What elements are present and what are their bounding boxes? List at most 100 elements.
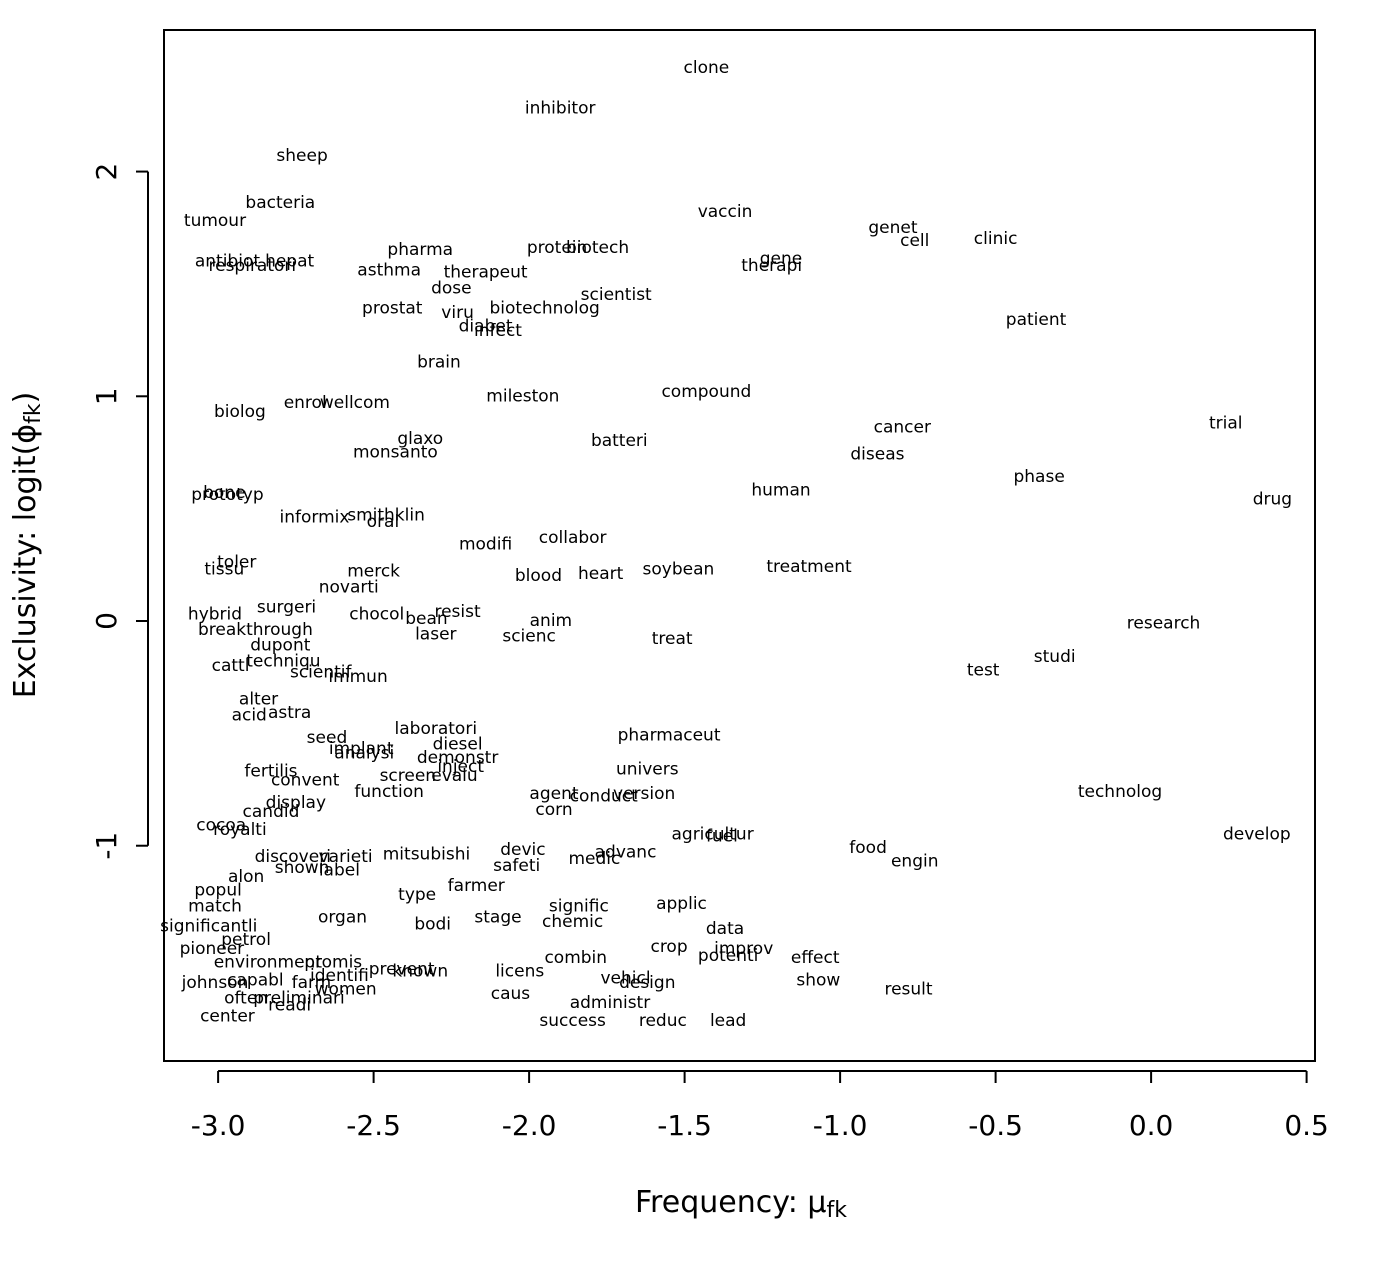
word-point: label bbox=[319, 860, 360, 880]
x-tick-label: 0.0 bbox=[1129, 1109, 1174, 1142]
word-point: stage bbox=[474, 908, 521, 928]
word-point: collabor bbox=[539, 528, 607, 548]
word-point: administr bbox=[570, 993, 651, 1013]
y-tick-label: 1 bbox=[90, 387, 123, 405]
word-point: fertilis bbox=[244, 762, 297, 782]
word-point: center bbox=[200, 1007, 255, 1027]
word-point: cattl bbox=[212, 656, 250, 676]
word-point: treat bbox=[652, 629, 693, 649]
word-point: engin bbox=[891, 851, 939, 871]
word-point: royalti bbox=[213, 820, 267, 840]
word-point: acid bbox=[232, 705, 267, 725]
word-point: often bbox=[224, 989, 268, 1009]
word-point: therapeut bbox=[444, 263, 528, 283]
word-point: caus bbox=[491, 984, 531, 1004]
word-point: implant bbox=[329, 739, 394, 759]
word-point: organ bbox=[318, 908, 367, 928]
word-point: develop bbox=[1223, 824, 1291, 844]
word-point: analysi bbox=[334, 744, 394, 764]
word-point: human bbox=[751, 481, 810, 501]
word-point: hepat bbox=[265, 251, 314, 271]
word-point: heart bbox=[578, 564, 624, 584]
word-point: univers bbox=[616, 759, 679, 779]
word-point: clinic bbox=[974, 229, 1018, 249]
word-point: chemic bbox=[542, 912, 603, 932]
word-point: farm bbox=[292, 973, 332, 993]
word-point: pharmaceut bbox=[618, 726, 721, 746]
word-point: infect bbox=[474, 321, 522, 341]
word-point: pharma bbox=[387, 240, 453, 260]
word-point: astra bbox=[268, 703, 311, 723]
word-point: dupont bbox=[250, 636, 311, 656]
y-label-close: ) bbox=[8, 392, 43, 404]
word-point: toler bbox=[217, 553, 256, 573]
y-label-text: Exclusivity: logit(ϕ bbox=[8, 424, 43, 698]
word-point: informix bbox=[280, 508, 350, 528]
x-label-sub: fk bbox=[827, 1198, 848, 1223]
x-label-text: Frequency: μ bbox=[635, 1185, 827, 1220]
word-point: research bbox=[1127, 613, 1201, 633]
word-point: success bbox=[539, 1011, 606, 1031]
word-point: modifi bbox=[459, 535, 512, 555]
word-point: cell bbox=[900, 231, 929, 251]
word-point: readi bbox=[268, 995, 311, 1015]
word-point: farmer bbox=[448, 876, 505, 896]
word-point: glaxo bbox=[397, 429, 443, 449]
word-point: demonstr bbox=[417, 748, 499, 768]
word-point: agricultur bbox=[671, 824, 753, 844]
word-point: vehicl bbox=[600, 968, 650, 988]
word-point: bacteria bbox=[245, 193, 315, 213]
word-point: scientif bbox=[290, 663, 353, 683]
word-point: patient bbox=[1006, 310, 1067, 330]
x-tick-label: -0.5 bbox=[968, 1109, 1023, 1142]
word-point: promis bbox=[304, 953, 362, 973]
word-point: agent bbox=[529, 784, 578, 804]
word-point: mitsubishi bbox=[383, 845, 470, 865]
word-point: design bbox=[619, 973, 675, 993]
word-point: advanc bbox=[595, 842, 657, 862]
word-point: trial bbox=[1209, 413, 1243, 433]
word-point: convent bbox=[271, 771, 340, 791]
word-point: petrol bbox=[221, 930, 271, 950]
x-tick-label: -2.0 bbox=[502, 1109, 557, 1142]
word-point: dose bbox=[431, 278, 472, 298]
word-point: combin bbox=[544, 948, 607, 968]
word-point: cancer bbox=[874, 418, 931, 438]
x-tick-label: -2.5 bbox=[346, 1109, 401, 1142]
word-point: women bbox=[315, 980, 377, 1000]
word-point: enrol bbox=[284, 393, 327, 413]
word-point: test bbox=[967, 660, 1000, 680]
word-point: tumour bbox=[184, 211, 246, 231]
word-point: alon bbox=[228, 867, 264, 887]
word-point: phase bbox=[1013, 467, 1064, 487]
word-point: mileston bbox=[486, 386, 559, 406]
word-point: environment bbox=[214, 953, 323, 973]
word-point: match bbox=[188, 896, 242, 916]
word-point: protein bbox=[527, 238, 587, 258]
word-point: evalu bbox=[431, 766, 477, 786]
word-point: biolog bbox=[214, 402, 266, 422]
word-point: pioneer bbox=[180, 939, 245, 959]
word-point: vaccin bbox=[698, 202, 753, 222]
word-point: conduct bbox=[570, 786, 638, 806]
word-point: soybean bbox=[643, 559, 715, 579]
word-point: fuel bbox=[706, 827, 738, 847]
word-point: food bbox=[849, 838, 887, 858]
word-point: candid bbox=[243, 802, 300, 822]
word-point: varieti bbox=[319, 847, 373, 867]
word-point: oral bbox=[367, 512, 400, 532]
word-point: result bbox=[884, 980, 932, 1000]
word-point: licens bbox=[495, 962, 544, 982]
word-point: significantli bbox=[160, 917, 257, 937]
y-tick-label: 0 bbox=[90, 612, 123, 630]
word-point: novarti bbox=[319, 577, 379, 597]
word-point: medic bbox=[568, 849, 620, 869]
word-point: johnson bbox=[181, 973, 249, 993]
word-point: prevent bbox=[369, 959, 435, 979]
word-point: inhibitor bbox=[525, 99, 596, 119]
word-point: genet bbox=[868, 218, 917, 238]
word-point: biotechnolog bbox=[490, 299, 600, 319]
word-point: diseas bbox=[850, 445, 904, 465]
word-point: known bbox=[392, 962, 448, 982]
